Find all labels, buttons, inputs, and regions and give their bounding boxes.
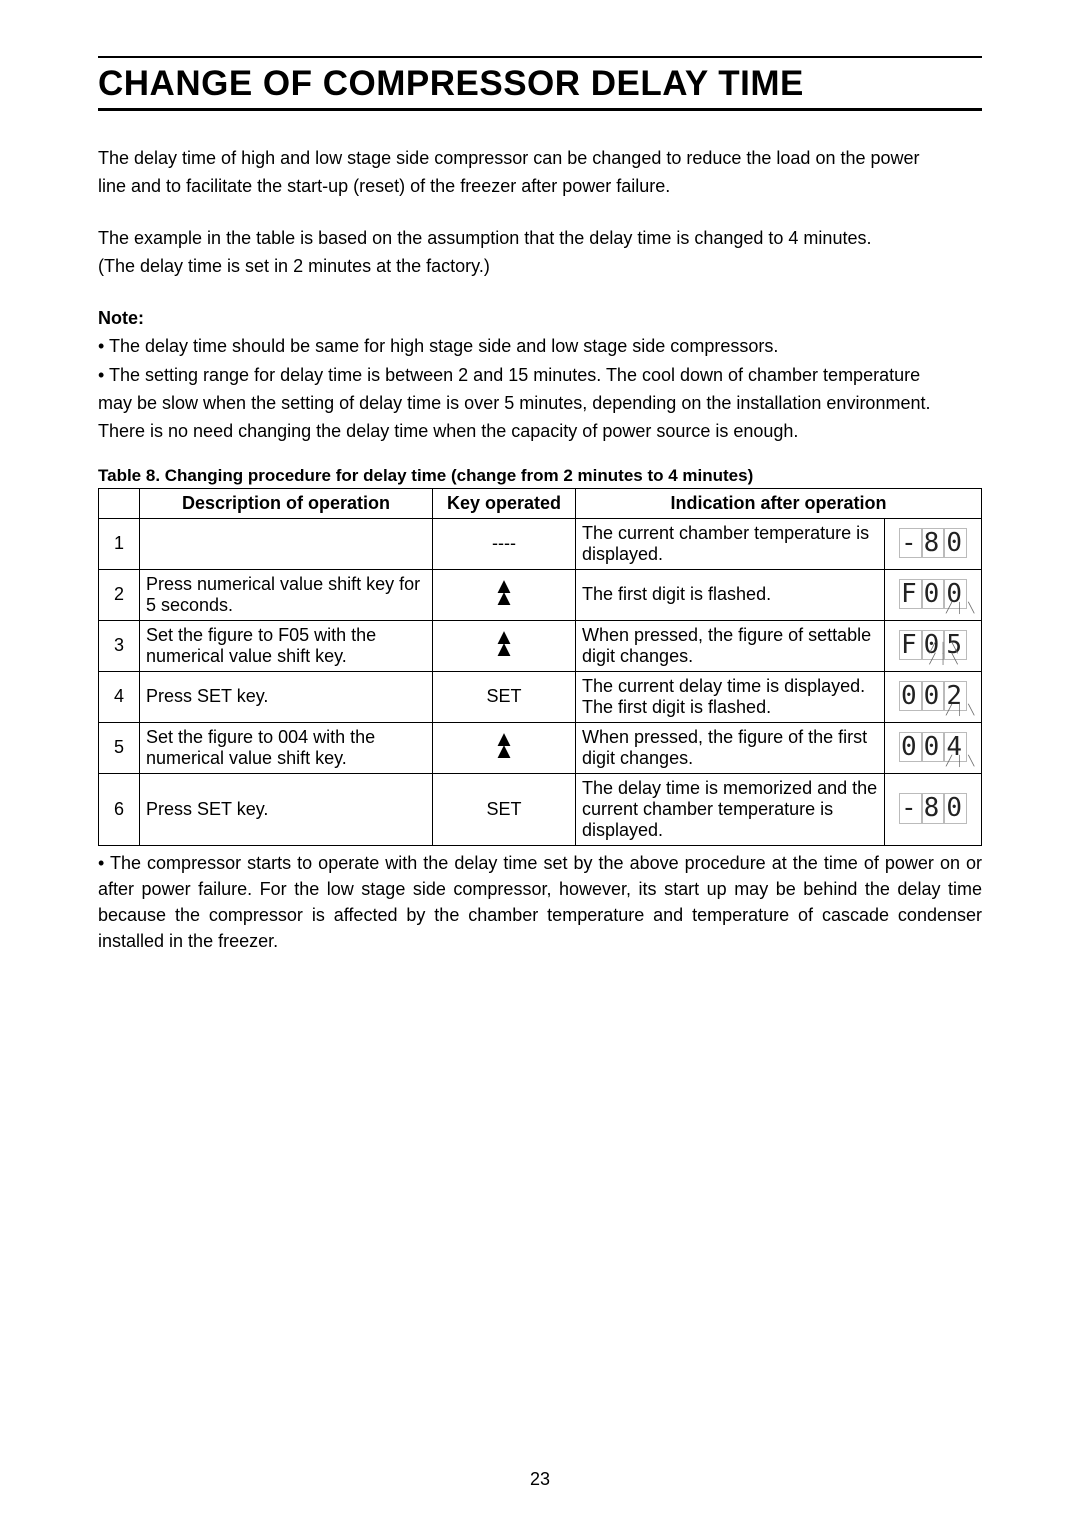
seg-digit: 0 <box>899 681 922 712</box>
seven-seg-display: -80 <box>885 518 982 569</box>
note-line: • The setting range for delay time is be… <box>98 362 982 388</box>
seg-digit: 0 <box>922 681 945 712</box>
table-row: 6Press SET key.SETThe delay time is memo… <box>99 773 982 845</box>
table-header-row: Description of operation Key operated In… <box>99 488 982 518</box>
step-number: 6 <box>99 773 140 845</box>
seven-seg-display: -80 <box>885 773 982 845</box>
table-row: 4Press SET key.SETThe current delay time… <box>99 671 982 722</box>
page-number: 23 <box>0 1469 1080 1490</box>
numerical-shift-key-icon: ▲▲ <box>493 733 515 757</box>
indication-text: The current delay time is displayed. The… <box>576 671 885 722</box>
table-row: 2Press numerical value shift key for 5 s… <box>99 569 982 620</box>
indication-text: The delay time is memorized and the curr… <box>576 773 885 845</box>
key-operated: ---- <box>433 518 576 569</box>
table-row: 3Set the figure to F05 with the numerica… <box>99 620 982 671</box>
col-blank <box>99 488 140 518</box>
step-number: 5 <box>99 722 140 773</box>
step-description: Press SET key. <box>140 671 433 722</box>
table-caption: Table 8. Changing procedure for delay ti… <box>98 466 982 486</box>
intro-line: line and to facilitate the start-up (res… <box>98 173 982 199</box>
col-key: Key operated <box>433 488 576 518</box>
seg-digit: - <box>899 793 922 824</box>
note-line: • The delay time should be same for high… <box>98 333 982 359</box>
step-number: 2 <box>99 569 140 620</box>
numerical-shift-key-icon: ▲▲ <box>493 631 515 655</box>
seven-seg-display: F00╱│╲ <box>885 569 982 620</box>
note-heading: Note: <box>98 305 982 331</box>
top-rule <box>98 56 982 58</box>
step-number: 1 <box>99 518 140 569</box>
indication-text: The current chamber temperature is displ… <box>576 518 885 569</box>
col-indication: Indication after operation <box>576 488 982 518</box>
step-number: 4 <box>99 671 140 722</box>
procedure-table: Description of operation Key operated In… <box>98 488 982 846</box>
seg-digit: F <box>899 579 922 610</box>
page-title: CHANGE OF COMPRESSOR DELAY TIME <box>98 64 982 104</box>
key-operated: ▲▲ <box>433 620 576 671</box>
intro-line: The delay time of high and low stage sid… <box>98 145 982 171</box>
table-row: 1 ----The current chamber temperature is … <box>99 518 982 569</box>
indication-text: When pressed, the figure of the first di… <box>576 722 885 773</box>
key-operated: SET <box>433 671 576 722</box>
seg-digit: - <box>899 528 922 559</box>
step-description: Set the figure to 004 with the numerical… <box>140 722 433 773</box>
seven-seg-display: 004╱│╲ <box>885 722 982 773</box>
step-description: Set the figure to F05 with the numerical… <box>140 620 433 671</box>
seg-digit: 0 <box>922 579 945 610</box>
indication-text: When pressed, the figure of settable dig… <box>576 620 885 671</box>
manual-page: CHANGE OF COMPRESSOR DELAY TIME The dela… <box>0 0 1080 1528</box>
body-text: The delay time of high and low stage sid… <box>98 145 982 444</box>
step-description: Press numerical value shift key for 5 se… <box>140 569 433 620</box>
after-table-note: • The compressor starts to operate with … <box>98 850 982 954</box>
note-line: may be slow when the setting of delay ti… <box>98 390 982 416</box>
key-operated: SET <box>433 773 576 845</box>
intro-line: (The delay time is set in 2 minutes at t… <box>98 253 982 279</box>
key-operated: ▲▲ <box>433 722 576 773</box>
seg-digit: 0 <box>899 732 922 763</box>
seg-digit: 0 <box>944 528 967 559</box>
note-line: There is no need changing the delay time… <box>98 418 982 444</box>
seg-digit: F <box>899 630 922 661</box>
step-description: Press SET key. <box>140 773 433 845</box>
key-operated: ▲▲ <box>433 569 576 620</box>
step-description <box>140 518 433 569</box>
col-desc: Description of operation <box>140 488 433 518</box>
seg-digit: 0 <box>922 732 945 763</box>
bottom-rule <box>98 108 982 111</box>
table-row: 5Set the figure to 004 with the numerica… <box>99 722 982 773</box>
seg-digit: 0 <box>944 793 967 824</box>
numerical-shift-key-icon: ▲▲ <box>493 580 515 604</box>
intro-line: The example in the table is based on the… <box>98 225 982 251</box>
seg-digit: 8 <box>922 793 945 824</box>
indication-text: The first digit is flashed. <box>576 569 885 620</box>
seven-seg-display: F05╱│╲ ╱│╲ <box>885 620 982 671</box>
step-number: 3 <box>99 620 140 671</box>
seven-seg-display: 002╱│╲ <box>885 671 982 722</box>
seg-digit: 8 <box>922 528 945 559</box>
